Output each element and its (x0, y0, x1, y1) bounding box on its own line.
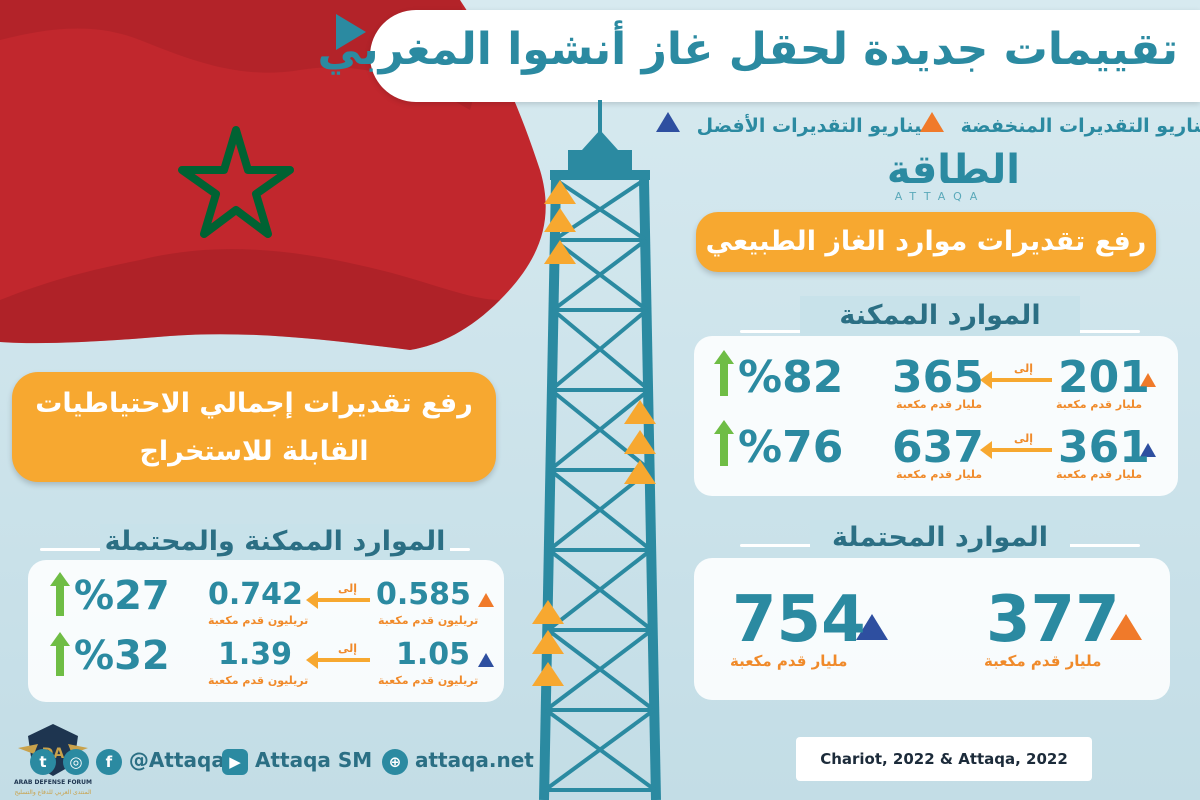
to-label: إلى (338, 582, 358, 595)
prospective-best-value: 754 (732, 583, 866, 657)
left-arrow-icon (980, 371, 1052, 389)
watermark-bottom: المنتدى العربي للدفاع والتسليح (15, 789, 92, 796)
triangle-low-icon (1110, 614, 1142, 640)
to-label: إلى (338, 642, 358, 655)
triangle-best-icon (478, 653, 494, 667)
up-arrow-icon (50, 572, 70, 616)
possible-best-from: 361 (1058, 422, 1150, 473)
combined-low-to: 0.742 (208, 577, 303, 612)
unit-label: مليار قدم مكعبة (730, 652, 848, 670)
twitter-handle[interactable]: @Attaqa2 (128, 748, 239, 772)
up-arrow-icon (714, 350, 734, 396)
social-youtube[interactable]: ▶ Attaqa SM (222, 748, 372, 775)
up-arrow-icon (714, 420, 734, 466)
triangle-best-icon (1140, 443, 1156, 457)
social-website[interactable]: ⊕ attaqa.net (382, 748, 534, 775)
possible-resources-card (694, 336, 1178, 496)
play-icon (336, 14, 366, 50)
triangle-low-icon (1140, 373, 1156, 387)
unit-label: مليار قدم مكعبة (896, 398, 983, 411)
combined-low-pct: %27 (74, 573, 170, 619)
possible-low-to: 365 (892, 352, 984, 403)
prospective-resources-card (694, 558, 1170, 700)
attaqa-logo: الطاقة ATTAQA (860, 147, 1020, 203)
unit-label: تريليون قدم مكعبة (208, 614, 309, 627)
youtube-icon[interactable]: ▶ (222, 748, 248, 775)
star-icon (178, 126, 294, 238)
up-arrow-icon (50, 632, 70, 676)
page-title: تقييمات جديدة لحقل غاز أنشوا المغربي (317, 24, 1178, 75)
twitter-icon[interactable]: t (30, 748, 56, 775)
website-link[interactable]: attaqa.net (414, 748, 534, 772)
left-arrow-icon (980, 441, 1052, 459)
legend-best-label: سيناريو التقديرات الأفضل (696, 115, 941, 137)
natural-gas-increase-pill: رفع تقديرات موارد الغاز الطبيعي (696, 212, 1156, 272)
legend-best: سيناريو التقديرات الأفضل (656, 112, 941, 137)
left-arrow-icon (306, 591, 370, 609)
triangle-best-icon (856, 614, 888, 640)
to-label: إلى (1014, 432, 1034, 445)
social-twitter-facebook[interactable]: t ◎ f @Attaqa2 (30, 748, 239, 775)
combined-best-pct: %32 (74, 633, 170, 679)
possible-best-to: 637 (892, 422, 984, 473)
to-label: إلى (1014, 362, 1034, 375)
combined-low-from: 0.585 (376, 577, 471, 612)
prospective-resources-title: الموارد المحتملة (832, 522, 1048, 553)
instagram-icon[interactable]: ◎ (62, 748, 89, 775)
possible-low-pct: %82 (738, 352, 844, 403)
section-header-bg (810, 520, 1070, 564)
triangle-low-icon (478, 593, 494, 607)
gas-tower-illustration (532, 100, 661, 800)
facebook-icon[interactable]: f (95, 748, 122, 775)
combined-resources-card (28, 560, 504, 702)
pill-line-2: القابلة للاستخراج (139, 436, 369, 467)
triangle-low-icon (920, 112, 944, 132)
left-arrow-icon (306, 651, 370, 669)
section-header-bg (800, 296, 1080, 342)
possible-resources-title: الموارد الممكنة (839, 300, 1041, 331)
unit-label: مليار قدم مكعبة (1056, 398, 1143, 411)
legend-low: سيناريو التقديرات المنخفضة (920, 112, 1200, 137)
possible-low-from: 201 (1058, 352, 1150, 403)
tower-triangles (532, 180, 656, 686)
unit-label: تريليون قدم مكعبة (378, 614, 479, 627)
youtube-handle[interactable]: Attaqa SM (254, 748, 373, 772)
reserves-increase-pill: رفع تقديرات إجمالي الاحتياطيات القابلة ل… (12, 372, 496, 482)
unit-label: تريليون قدم مكعبة (208, 674, 309, 687)
watermark-top: ARAB DEFENSE FORUM (14, 779, 92, 786)
globe-icon[interactable]: ⊕ (382, 748, 408, 775)
triangle-best-icon (656, 112, 680, 132)
combined-best-to: 1.39 (218, 637, 293, 672)
logo-arabic: الطاقة (886, 147, 1020, 193)
legend-low-label: سيناريو التقديرات المنخفضة (960, 115, 1200, 137)
unit-label: مليار قدم مكعبة (896, 468, 983, 481)
unit-label: تريليون قدم مكعبة (378, 674, 479, 687)
combined-best-from: 1.05 (396, 637, 471, 672)
logo-latin: ATTAQA (894, 190, 986, 203)
combined-resources-title: الموارد الممكنة والمحتملة (104, 526, 446, 557)
prospective-low-value: 377 (986, 583, 1120, 657)
source-caption: Chariot, 2022 & Attaqa, 2022 (796, 737, 1092, 781)
pill-line-1: رفع تقديرات إجمالي الاحتياطيات (35, 388, 473, 419)
unit-label: مليار قدم مكعبة (984, 652, 1102, 670)
title-banner: تقييمات جديدة لحقل غاز أنشوا المغربي (318, 10, 1200, 102)
possible-best-pct: %76 (738, 422, 844, 473)
unit-label: مليار قدم مكعبة (1056, 468, 1143, 481)
